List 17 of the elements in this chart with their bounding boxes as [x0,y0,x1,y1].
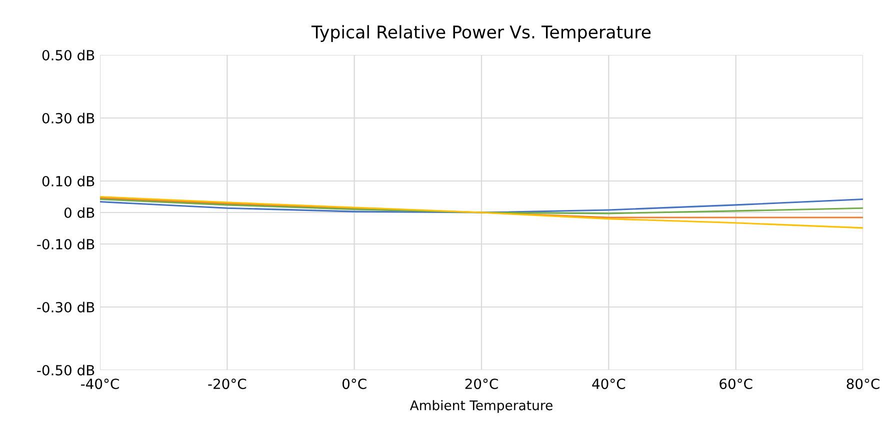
line-series [100,196,863,229]
x-axis-title: Ambient Temperature [410,400,552,413]
y-tick-label: 0.10 dB [42,176,94,186]
chart-title: Typical Relative Power Vs. Temperature [311,25,651,42]
y-tick-label: 0.30 dB [42,112,94,124]
x-tick-label: -20°C [208,378,246,390]
y-tick-label: -0.30 dB [37,302,94,312]
x-tick-label: 20°C [465,378,498,390]
x-tick-label: 60°C [720,378,752,390]
y-tick-label: 0.50 dB [42,50,94,60]
x-tick-label: 0°C [342,378,366,390]
y-tick-label: -0.10 dB [37,238,94,250]
x-tick-label: 80°C [846,378,880,390]
y-tick-label: -0.50 dB [37,364,94,376]
x-tick-label: -40°C [81,378,119,390]
y-tick-label: 0 dB [64,207,94,218]
x-tick-label: 40°C [592,378,626,390]
